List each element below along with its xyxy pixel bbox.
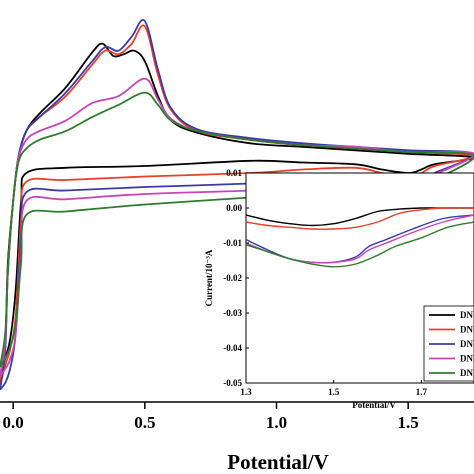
inset-x-axis-label: Potential/V bbox=[352, 400, 396, 410]
main-series-5-line bbox=[0, 91, 474, 368]
legend-label-2: DN bbox=[460, 325, 473, 335]
inset-y-tick-label: 0.01 bbox=[226, 168, 242, 178]
inset-plot: 0.01 0.00 -0.01 -0.02 -0.03 -0.04 -0.051.3 1.5 1… bbox=[204, 168, 474, 410]
inset-x-tick-label: 1.3 bbox=[240, 387, 252, 397]
main-x-tick-label: 1.5 bbox=[398, 413, 419, 432]
main-x-tick-label: 0.0 bbox=[3, 413, 24, 432]
inset-y-tick-label: -0.01 bbox=[223, 238, 242, 248]
main-x-axis-label: Potential/V bbox=[227, 450, 328, 474]
inset-y-tick-label: -0.04 bbox=[223, 343, 242, 353]
inset-series-1-line bbox=[245, 207, 474, 227]
inset-y-tick-label: -0.02 bbox=[223, 273, 242, 283]
inset-series-5-line bbox=[245, 221, 474, 268]
inset-x-tick-label: 1.5 bbox=[328, 387, 340, 397]
inset-y-tick-label: -0.05 bbox=[223, 378, 242, 388]
legend-label-3: DN bbox=[460, 339, 473, 349]
main-x-axis: 0.0 0.5 1.0 1.5 Potential/V bbox=[0, 401, 474, 474]
main-plot-curves bbox=[0, 18, 474, 391]
legend-label-4: DN bbox=[460, 354, 473, 364]
inset-y-tick-label: -0.03 bbox=[223, 308, 242, 318]
inset-series-2-line bbox=[245, 207, 474, 230]
inset-curves bbox=[245, 207, 474, 268]
main-x-tick-label: 0.5 bbox=[134, 413, 155, 432]
main-series-1-line bbox=[0, 42, 474, 377]
legend-label-1: DN bbox=[460, 310, 473, 320]
inset-y-tick-label: 0.00 bbox=[226, 203, 242, 213]
inset-legend: DN DN DN DN DN bbox=[423, 305, 474, 382]
main-x-tick-label: 1.0 bbox=[266, 413, 287, 432]
inset-y-axis-label: Current/10⁻³A bbox=[204, 249, 214, 306]
inset-x-tick-label: 1.7 bbox=[416, 387, 428, 397]
legend-label-5: DN bbox=[460, 368, 473, 378]
